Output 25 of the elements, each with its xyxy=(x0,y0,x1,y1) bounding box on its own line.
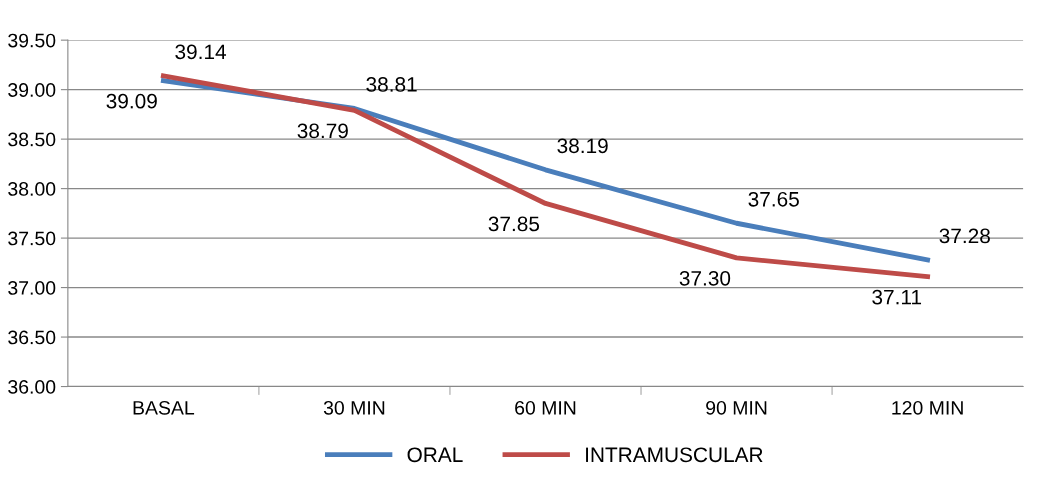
legend-label: INTRAMUSCULAR xyxy=(586,447,763,463)
y-tick-label: 37.50 xyxy=(8,231,56,246)
x-tick-label: 90 MIN xyxy=(706,400,767,415)
data-label: 37.28 xyxy=(939,228,990,244)
data-label: 37.85 xyxy=(488,216,540,232)
y-tick-label: 38.50 xyxy=(8,132,56,147)
x-tick-label: 60 MIN xyxy=(515,400,576,415)
data-label: 39.14 xyxy=(175,44,227,60)
x-tick-label: 30 MIN xyxy=(323,400,385,415)
y-tick-label: 38.00 xyxy=(8,182,56,196)
y-tick-label: 36.00 xyxy=(8,380,56,394)
data-label: 37.11 xyxy=(872,289,922,305)
x-tick-label: 120 MIN xyxy=(892,400,963,415)
x-tick-label: BASAL xyxy=(133,400,195,415)
y-tick-label: 37.00 xyxy=(8,281,56,295)
y-tick-label: 39.00 xyxy=(8,83,56,97)
data-label: 38.81 xyxy=(366,77,417,92)
y-tick-label: 39.50 xyxy=(8,33,56,48)
data-label: 38.19 xyxy=(557,138,608,154)
data-label: 37.65 xyxy=(748,191,799,207)
data-label: 37.30 xyxy=(679,270,731,286)
data-label: 38.79 xyxy=(297,123,348,139)
legend-label: ORAL xyxy=(407,447,463,463)
y-tick-label: 36.50 xyxy=(8,330,56,345)
data-label: 39.09 xyxy=(106,93,157,109)
